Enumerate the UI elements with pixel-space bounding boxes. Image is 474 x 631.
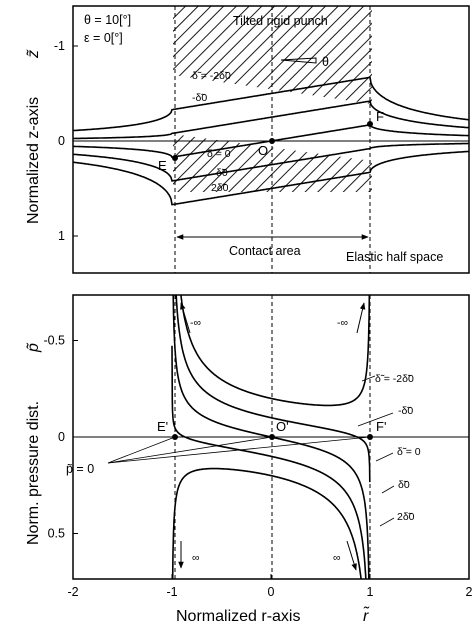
arrow-neg-inf-left	[180, 302, 191, 334]
leader-p0-e	[107, 436, 176, 464]
top-ylabel: Normalized z-axis	[25, 97, 42, 224]
point-f-prime-marker	[367, 434, 373, 440]
top-ylabel-symbol: z̃	[25, 49, 42, 59]
bottom-xtick-label: 0	[268, 585, 275, 599]
bottom-xticks: -2 -1 0 1 2	[67, 574, 473, 599]
top-curve-3	[73, 142, 469, 182]
point-e-marker	[172, 155, 178, 161]
bottom-panel: -0.5 0 0.5 -2 -1 0 1 2 -∞ -∞ ∞ ∞ δ̃ = -2δ̃0 -δ…	[25, 294, 473, 625]
point-e-prime-marker	[172, 434, 178, 440]
bot-label-d2: 2δ̃0	[397, 511, 415, 523]
bottom-xlabel-symbol: r̃	[363, 605, 370, 625]
top-ytick-label: 0	[58, 134, 65, 148]
top-ytick-label: -1	[54, 39, 65, 53]
leader-d0	[375, 452, 394, 462]
top-label-d2: 2δ̃0	[211, 182, 229, 194]
point-f-marker	[367, 121, 373, 127]
bot-label-d1: δ̃0	[398, 479, 410, 491]
top-frame	[72, 5, 470, 274]
leader-p0-f	[107, 436, 371, 464]
p-zero-label: p̃ = 0	[66, 462, 94, 476]
theta-label: θ	[322, 55, 329, 69]
bottom-xlabel: Normalized r-axis	[176, 608, 300, 625]
bottom-ylabel: Norm. pressure dist.	[25, 401, 42, 545]
top-yticks: -1 0 1	[54, 39, 78, 243]
leader-dm2	[361, 375, 376, 382]
point-e-prime-label: E'	[157, 419, 168, 434]
top-curve-1	[73, 100, 469, 140]
bottom-curve-4	[171, 467, 362, 579]
point-o-prime-marker	[269, 434, 275, 440]
label-neg-inf-right: -∞	[337, 317, 348, 329]
top-label-d1: δ̃0	[216, 167, 228, 179]
bot-label-d0: δ̃ = 0	[397, 446, 421, 458]
bot-label-dm2: δ̃ = -2δ̃0	[375, 373, 414, 385]
arrow-neg-inf-right	[356, 302, 366, 334]
point-o-marker	[269, 138, 275, 144]
top-curve-4	[73, 150, 469, 206]
bot-label-dm1: -δ̃0	[398, 405, 413, 417]
param-theta: θ = 10[°]	[84, 13, 131, 27]
half-space-label: Elastic half space	[346, 250, 443, 264]
top-label-dm1: -δ̃0	[192, 92, 207, 104]
point-o-label: O	[258, 143, 268, 158]
leader-dm1	[357, 412, 394, 427]
bottom-xtick-label: -2	[67, 585, 78, 599]
leader-d1	[381, 485, 395, 494]
bottom-yticks: -0.5 0 0.5	[43, 334, 78, 541]
bottom-curve-0	[180, 295, 371, 407]
point-o-prime-label: O'	[276, 419, 289, 434]
contact-area-label: Contact area	[229, 244, 301, 258]
top-panel: -1 0 1 θ = 10[°] ε = 0[°] Tilted rigid pun…	[25, 5, 470, 274]
label-pos-inf-right: ∞	[333, 552, 341, 564]
bottom-xtick-label: 1	[367, 585, 374, 599]
bottom-ylabel-symbol: p̃	[25, 342, 42, 353]
bottom-ytick-label: -0.5	[43, 334, 65, 348]
leader-d2	[379, 517, 395, 527]
point-f-prime-label: F'	[376, 419, 386, 434]
top-label-d0: δ̃ = 0	[207, 148, 231, 160]
bottom-curve-3	[171, 345, 367, 579]
top-ytick-label: 1	[58, 229, 65, 243]
top-label-dm2: δ̃ = -2δ̃0	[192, 70, 231, 82]
bottom-xtick-label: 2	[466, 585, 473, 599]
param-epsilon: ε = 0[°]	[84, 31, 123, 45]
bottom-curve-1	[175, 295, 371, 483]
bottom-xtick-label: -1	[166, 585, 177, 599]
label-neg-inf-left: -∞	[190, 317, 201, 329]
punch-label: Tilted rigid punch	[233, 14, 328, 28]
label-pos-inf-left: ∞	[192, 552, 200, 564]
point-f-label: F	[376, 109, 384, 124]
top-curve-0	[73, 76, 469, 132]
tilt-angle-mark	[280, 57, 317, 64]
point-e-label: E	[158, 158, 167, 173]
leader-p0-o	[107, 436, 273, 464]
arrow-pos-inf-right	[346, 540, 357, 571]
bottom-ytick-label: 0	[58, 430, 65, 444]
bottom-ytick-label: 0.5	[48, 527, 65, 541]
